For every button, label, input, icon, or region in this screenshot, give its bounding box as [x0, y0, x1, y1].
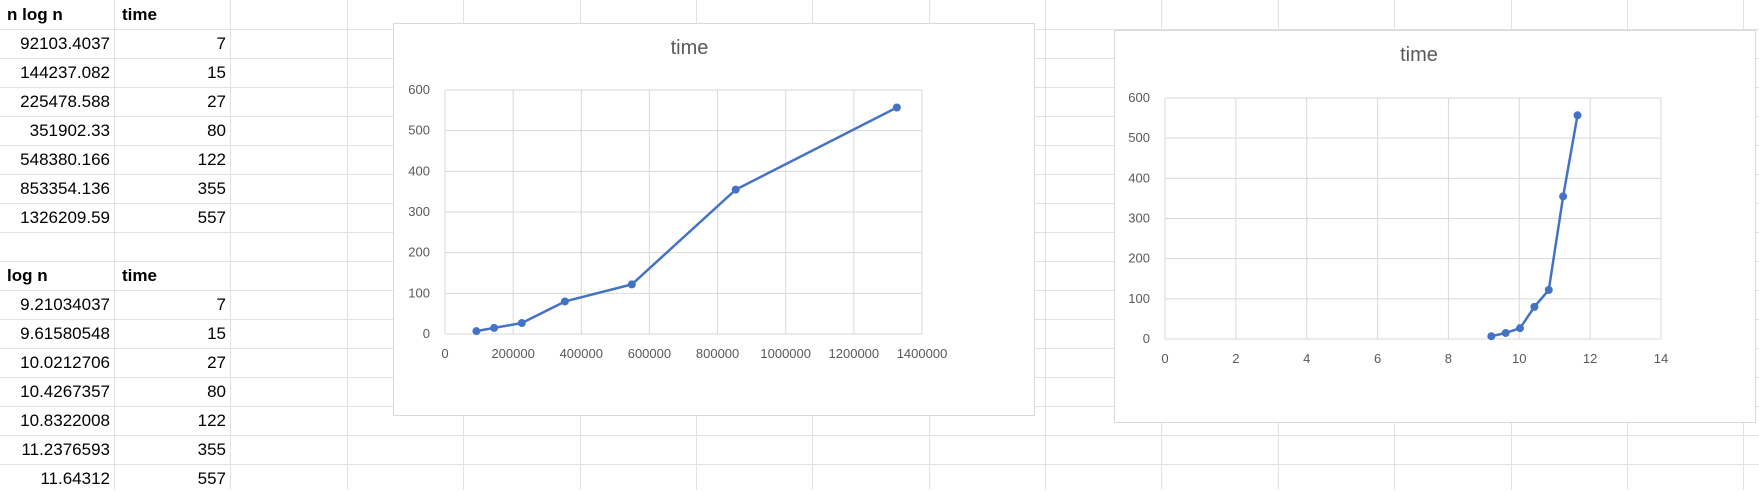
data-point: [892, 103, 901, 112]
x-tick-label: 8: [1445, 351, 1452, 366]
table1-cell-x[interactable]: 92103.4037: [20, 34, 110, 53]
row-divider: [0, 435, 1759, 436]
table1-cell-time[interactable]: 15: [207, 63, 226, 82]
table1-cell-time[interactable]: 557: [197, 208, 226, 227]
table2-header-time[interactable]: time: [122, 266, 157, 285]
y-tick-label: 200: [1128, 251, 1150, 266]
table2-cell-x[interactable]: 11.2376593: [21, 440, 110, 459]
table2-cell-time[interactable]: 355: [197, 440, 226, 459]
data-point: [1487, 332, 1496, 341]
y-tick-label: 300: [1128, 211, 1150, 226]
table2-cell-time[interactable]: 122: [197, 411, 226, 430]
data-point: [1559, 192, 1568, 201]
series-line: [476, 106, 898, 333]
x-tick-label: 6: [1374, 351, 1381, 366]
data-point: [1516, 324, 1525, 333]
x-tick-label: 14: [1654, 351, 1668, 366]
y-tick-label: 500: [1128, 130, 1150, 145]
chart-nlogn-svg: time 0 100 200 300 400 500 600 0 200000 400000 6000…: [408, 37, 948, 361]
y-tick-label: 300: [408, 204, 430, 219]
table1-cell-time[interactable]: 27: [207, 92, 226, 111]
table2-cell-x[interactable]: 10.8322008: [20, 411, 110, 430]
y-tick-label: 400: [1128, 170, 1150, 185]
y-tick-label: 100: [408, 285, 430, 300]
data-point: [627, 280, 636, 289]
x-tick-label: 400000: [560, 346, 603, 361]
table2-cell-x[interactable]: 9.61580548: [20, 324, 110, 343]
data-point: [560, 297, 569, 306]
x-tick-label: 800000: [696, 346, 739, 361]
table1-cell-time[interactable]: 80: [207, 121, 226, 140]
table2-cell-time[interactable]: 27: [207, 353, 226, 372]
x-tick-label: 1400000: [897, 346, 948, 361]
table2-cell-time[interactable]: 80: [207, 382, 226, 401]
table1-cell-x[interactable]: 144237.082: [20, 63, 110, 82]
table1-header-nlogn[interactable]: n log n: [7, 5, 63, 24]
y-tick-label: 0: [423, 326, 430, 341]
column-divider: [114, 0, 115, 490]
table2-cell-x[interactable]: 9.21034037: [20, 295, 110, 314]
table2-cell-x[interactable]: 10.4267357: [20, 382, 110, 401]
y-tick-label: 100: [1128, 291, 1150, 306]
x-tick-label: 0: [441, 346, 448, 361]
table2-cell-time[interactable]: 557: [197, 469, 226, 488]
data-point: [1573, 111, 1582, 120]
chart-logn-svg: time 0 100 200 300 400 500 600 0 2 4 6 8 10 12 14: [1128, 44, 1668, 366]
x-tick-label: 1000000: [760, 346, 811, 361]
table1-cell-time[interactable]: 355: [197, 179, 226, 198]
data-point: [472, 327, 481, 336]
table1-cell-x[interactable]: 1326209.59: [20, 208, 110, 227]
data-point: [1544, 285, 1553, 294]
row-divider: [0, 464, 1759, 465]
data-point: [517, 319, 526, 328]
x-tick-label: 0: [1161, 351, 1168, 366]
table2-cell-time[interactable]: 7: [216, 295, 226, 314]
column-divider: [230, 0, 231, 490]
table1-cell-x[interactable]: 853354.136: [20, 179, 110, 198]
data-point: [1530, 302, 1539, 311]
y-tick-label: 600: [408, 82, 430, 97]
x-tick-label: 12: [1583, 351, 1597, 366]
table1-cell-x[interactable]: 548380.166: [20, 150, 110, 169]
table1-cell-x[interactable]: 351902.33: [29, 121, 110, 140]
data-point: [731, 185, 740, 194]
x-tick-label: 4: [1303, 351, 1310, 366]
x-tick-label: 10: [1512, 351, 1526, 366]
chart-title: time: [1400, 44, 1438, 66]
data-point: [1501, 328, 1510, 337]
column-divider: [1045, 0, 1046, 490]
table1-header-time[interactable]: time: [122, 5, 157, 24]
y-tick-label: 600: [1128, 90, 1150, 105]
data-point: [490, 323, 499, 332]
y-tick-label: 400: [408, 163, 430, 178]
column-divider: [347, 0, 348, 490]
table2-cell-x[interactable]: 11.64312: [40, 469, 110, 488]
x-tick-label: 200000: [491, 346, 534, 361]
x-tick-label: 1200000: [829, 346, 880, 361]
chart-title: time: [671, 37, 709, 59]
chart-logn-vs-time[interactable]: time 0 100 200 300 400 500 600 0 2 4 6 8 10 12 14: [1114, 30, 1756, 423]
table1-cell-time[interactable]: 122: [197, 150, 226, 169]
y-tick-label: 500: [408, 123, 430, 138]
y-tick-label: 200: [408, 245, 430, 260]
y-tick-label: 0: [1143, 331, 1150, 346]
table1-cell-x[interactable]: 225478.588: [20, 92, 110, 111]
table2-cell-x[interactable]: 10.0212706: [20, 353, 110, 372]
chart-nlogn-vs-time[interactable]: time 0 100 200 300 400 500 600 0 200000 400000 6000…: [393, 23, 1035, 416]
x-tick-label: 600000: [628, 346, 671, 361]
table2-header-logn[interactable]: log n: [7, 266, 48, 285]
table2-cell-time[interactable]: 15: [207, 324, 226, 343]
table1-cell-time[interactable]: 7: [216, 34, 226, 53]
x-tick-label: 2: [1232, 351, 1239, 366]
